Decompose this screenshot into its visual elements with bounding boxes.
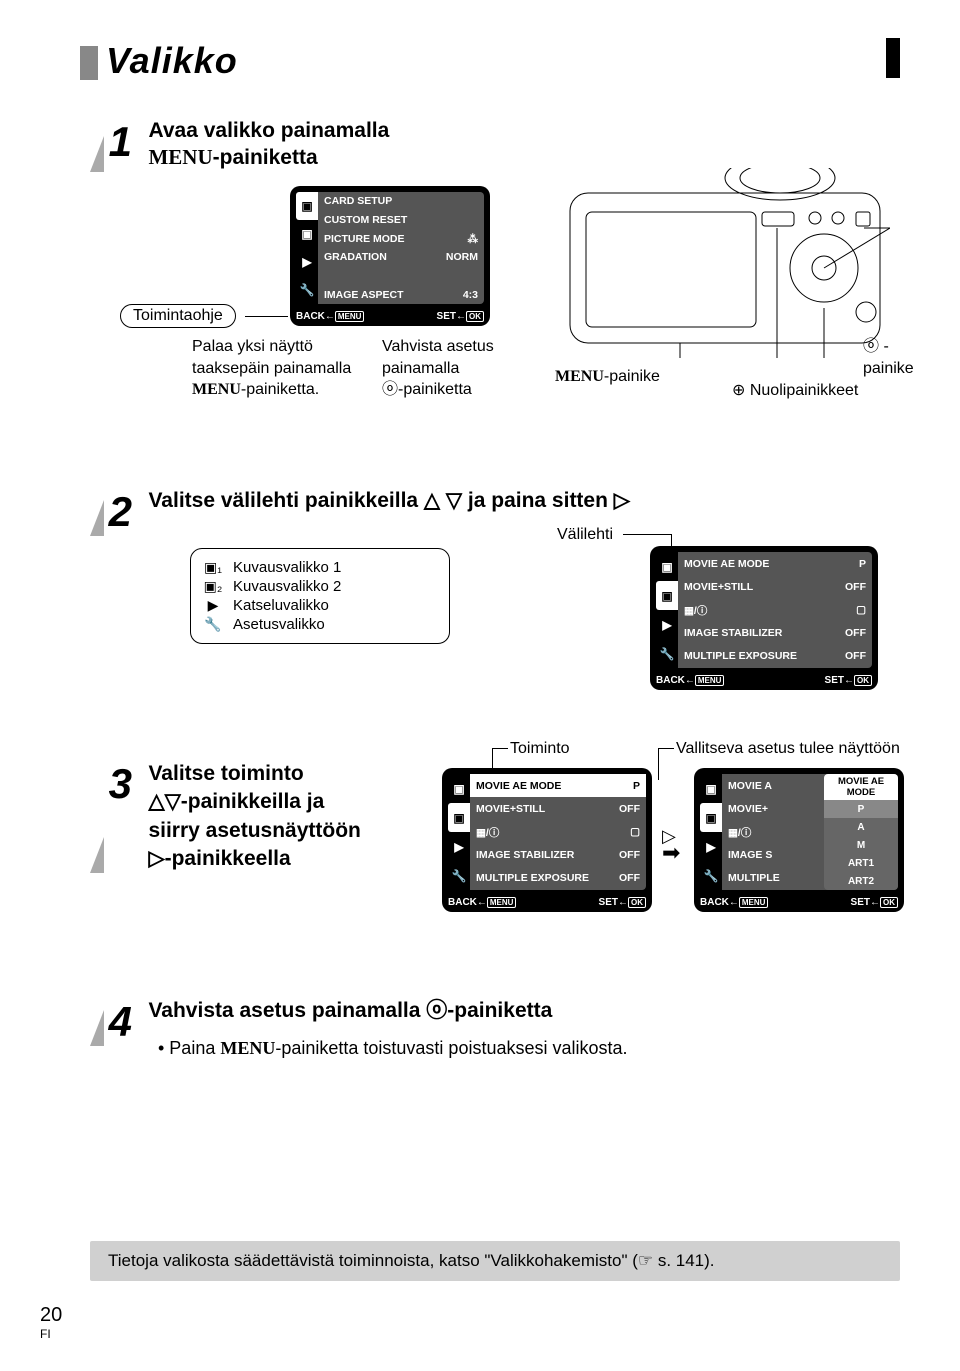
legend-row: ▣₁Kuvausvalikko 1 [203,559,437,576]
lcd-set: SET←OK [437,311,484,322]
label-menu-button: MENU-painike [555,366,660,388]
step-2: 2 Valitse välilehti painikkeilla △ ▽ ja … [80,488,900,708]
lcd-tab: 🔧 [448,861,470,890]
lcd-row: MULTIPLE EXPOSUREOFF [678,645,872,668]
step-title: Valitse toiminto △▽-painikkeilla ja siir… [148,760,360,873]
lcd-back: BACK←MENU [296,311,364,322]
lcd-popup-row: ART2 [824,872,898,890]
caption-confirm: Vahvista asetus painamalla ⓞ-painiketta [382,336,494,401]
manual-page: Valikko 1 Avaa valikko painamalla MENU-p… [0,0,960,1371]
lcd-row: PICTURE MODE⁂ [318,229,484,248]
lcd-tab: ▣ [448,774,470,803]
lcd-popup: MOVIE AE MODE PAMART1ART2 [824,774,898,890]
lcd-back: BACK←MENU [656,675,724,686]
step-title: Vahvista asetus painamalla ⓞ-painiketta [148,998,552,1024]
footer-note: Tietoja valikosta säädettävistä toiminno… [90,1241,900,1281]
step-bullet: • Paina MENU-painiketta toistuvasti pois… [158,1036,628,1060]
legend-row: ▣₂Kuvausvalikko 2 [203,578,437,595]
lcd-tab: ▶ [656,610,678,639]
step-number: 2 [104,488,132,536]
lcd-tab: ▶ [700,832,722,861]
lcd-tab: ▣ [296,220,318,248]
lcd-tab: ▣ [700,774,722,803]
lcd-row: IMAGE STABILIZEROFF [678,622,872,645]
label-vallitseva: Vallitseva asetus tulee näyttöön [676,738,900,760]
label-arrows: ⊕ Nuolipainikkeet [732,380,858,402]
page-number: 20 FI [40,1304,62,1341]
lcd-tab: ▣ [296,192,318,220]
lcd-tab: 🔧 [700,861,722,890]
step-number: 3 [104,760,132,808]
lcd-row: MOVIE+STILLOFF [678,575,872,598]
legend-row: ▶Katseluvalikko [203,597,437,614]
lcd-tab: ▣ [700,803,722,832]
legend-row: 🔧Asetusvalikko [203,616,437,633]
lcd-row: CARD SETUP [318,192,484,211]
lcd-row: MOVIE AE MODEP [470,774,646,797]
lcd-popup-row: ART1 [824,854,898,872]
lcd-tab: ▣ [656,552,678,581]
label-ok-button: ⓞ -painike [863,336,914,379]
step-3: Toiminto Vallitseva asetus tulee näyttöö… [80,738,900,978]
lcd-popup-row: A [824,818,898,836]
lcd-tab: ▶ [296,248,318,276]
step-1: 1 Avaa valikko painamalla MENU-painikett… [80,118,900,428]
step-title: Avaa valikko painamalla MENU-painiketta [148,118,389,172]
lcd-menu-3a: ▣ ▣ ▶ 🔧 MOVIE AE MODEPMOVIE+STILLOFF▦/ⓘ▢… [442,768,652,912]
lcd-set: SET←OK [825,675,872,686]
page-title: Valikko [80,40,900,82]
step-number: 1 [104,118,132,166]
lcd-row: IMAGE STABILIZEROFF [470,844,646,867]
lcd-row: MOVIE+STILLOFF [470,797,646,820]
lcd-back: BACK←MENU [700,897,768,908]
lcd-set: SET←OK [851,897,898,908]
lcd-tab: 🔧 [296,276,318,304]
lcd-row: IMAGE ASPECT4:3 [318,285,484,304]
lcd-row: MOVIE AE MODEP [678,552,872,575]
lcd-row [318,267,484,286]
label-toiminto: Toiminto [510,738,570,760]
step-title: Valitse välilehti painikkeilla △ ▽ ja pa… [148,488,629,514]
lcd-row: CUSTOM RESET [318,211,484,230]
lcd-tab: ▶ [448,832,470,861]
lcd-row: ▦/ⓘ▢ [678,598,872,621]
callout-toimintaohje: Toimintaohje [120,304,236,328]
lcd-back: BACK←MENU [448,897,516,908]
lcd-tab: ▣ [448,803,470,832]
lcd-row: GRADATIONNORM [318,248,484,267]
arrow-icon: ▷➡ [662,826,680,858]
lcd-menu-3b: ▣ ▣ ▶ 🔧 MOVIE AMOVIE+▦/ⓘIMAGE SMULTIPLE … [694,768,904,912]
lcd-popup-row: P [824,800,898,818]
lcd-row: MULTIPLE EXPOSUREOFF [470,867,646,890]
header-accent [886,38,900,78]
lcd-set: SET←OK [599,897,646,908]
lcd-tab: ▣ [656,581,678,610]
label-valilehti: Välilehti [557,524,613,546]
step-number: 4 [104,998,132,1046]
lcd-menu-2: ▣ ▣ ▶ 🔧 MOVIE AE MODEPMOVIE+STILLOFF▦/ⓘ▢… [650,546,878,690]
lcd-row: ▦/ⓘ▢ [470,820,646,843]
lcd-menu-1: ▣ ▣ ▶ 🔧 CARD SETUPCUSTOM RESETPICTURE MO… [290,186,490,326]
camera-illustration [560,168,890,358]
menu-legend-box: ▣₁Kuvausvalikko 1 ▣₂Kuvausvalikko 2 ▶Katse… [190,548,450,644]
lcd-tab: 🔧 [656,639,678,668]
lcd-popup-row: M [824,836,898,854]
caption-back: Palaa yksi näyttö taaksepäin painamalla … [192,336,351,401]
